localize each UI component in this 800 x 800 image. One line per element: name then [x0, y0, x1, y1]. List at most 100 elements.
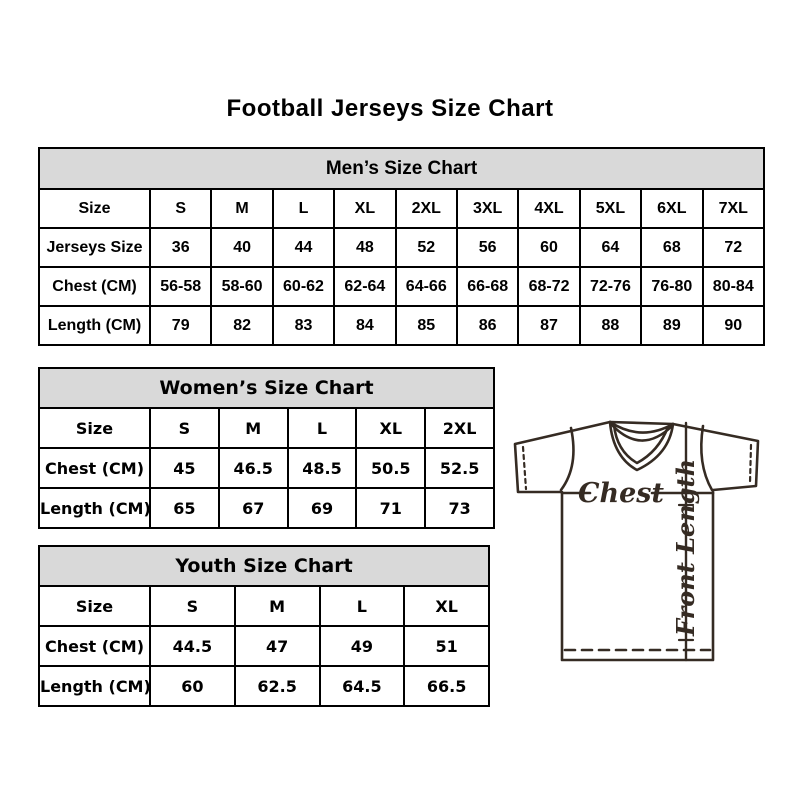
size-value-cell: 83 [271, 305, 336, 346]
size-value-cell: 60 [149, 665, 236, 707]
size-value-cell: 62.5 [233, 665, 321, 707]
size-value-cell: 3XL [455, 188, 520, 229]
table-row: Jerseys Size 36 40 44 48 52 56 60 64 68 72 [38, 227, 766, 268]
right-cuff-stitch-dashed [748, 443, 753, 485]
size-value-cell: S [148, 188, 213, 229]
size-value-cell: 2XL [394, 188, 458, 229]
left-armhole-seam [559, 426, 575, 492]
table-row: Length (CM) 60 62.5 64.5 66.5 [38, 665, 490, 707]
size-value-cell: 76-80 [640, 266, 704, 307]
mens-size-chart-title: Men’s Size Chart [38, 147, 765, 190]
youth-size-table: Youth Size Chart Size S M L XL Chest (CM) 44.5 4… [38, 545, 490, 707]
size-value-cell: 47 [233, 625, 321, 667]
size-value-cell: 40 [210, 227, 274, 268]
table-row: Length (CM) 79 82 83 84 85 86 87 88 89 90 [38, 305, 766, 346]
size-value-cell: M [217, 407, 289, 449]
row-label-cell: Size [38, 585, 151, 627]
row-label-cell: Length (CM) [38, 305, 151, 346]
size-value-cell: 62-64 [333, 266, 397, 307]
front-length-label: Front Length [671, 459, 700, 637]
size-value-cell: 85 [394, 305, 458, 346]
table-row: Chest (CM) 56-58 58-60 60-62 62-64 64-66 66-68… [38, 266, 766, 307]
table-row: Chest (CM) 45 46.5 48.5 50.5 52.5 [38, 447, 495, 489]
size-value-cell: 68 [640, 227, 704, 268]
womens-size-chart-title: Women’s Size Chart [38, 367, 495, 409]
size-value-cell: 46.5 [217, 447, 289, 489]
size-value-cell: 80-84 [701, 266, 766, 307]
table-row: Size S M L XL 2XL [38, 407, 495, 449]
size-value-cell: 66-68 [455, 266, 520, 307]
size-value-cell: 68-72 [517, 266, 581, 307]
right-armhole-seam [700, 424, 714, 492]
size-value-cell: 36 [148, 227, 213, 268]
row-label-cell: Length (CM) [38, 665, 151, 707]
table-row: Chest (CM) 44.5 47 49 51 [38, 625, 490, 667]
size-value-cell: 86 [455, 305, 520, 346]
size-value-cell: L [286, 407, 358, 449]
size-value-cell: 60-62 [271, 266, 336, 307]
size-value-cell: 49 [318, 625, 406, 667]
size-value-cell: 45 [149, 447, 220, 489]
size-value-cell: S [149, 585, 236, 627]
row-label-cell: Chest (CM) [38, 625, 151, 667]
size-value-cell: 82 [210, 305, 274, 346]
left-cuff-stitch-dashed [521, 445, 528, 491]
jersey-outline-illustration: Chest Front Length [513, 420, 760, 662]
size-value-cell: 44.5 [149, 625, 236, 667]
size-value-cell: 72-76 [578, 266, 643, 307]
size-value-cell: XL [333, 188, 397, 229]
collar-outer-v [608, 420, 675, 472]
row-label-cell: Chest (CM) [38, 447, 151, 489]
row-label-cell: Size [38, 188, 151, 229]
jersey-measurement-diagram: Chest Front Length [502, 400, 774, 672]
size-value-cell: 64-66 [394, 266, 458, 307]
chest-label: Chest [578, 478, 664, 509]
size-value-cell: 90 [701, 305, 766, 346]
size-value-cell: 5XL [578, 188, 643, 229]
size-value-cell: M [210, 188, 274, 229]
table-row: Size S M L XL 2XL 3XL 4XL 5XL 6XL 7XL [38, 188, 766, 229]
size-value-cell: 56-58 [148, 266, 213, 307]
size-value-cell: 52 [394, 227, 458, 268]
size-value-cell: 2XL [424, 407, 495, 449]
size-value-cell: 64 [578, 227, 643, 268]
womens-size-table: Women’s Size Chart Size S M L XL 2XL Chest (CM)… [38, 367, 495, 529]
mens-size-table: Men’s Size Chart Size S M L XL 2XL 3XL 4XL 5XL 6XL… [38, 147, 766, 346]
page-title: Football Jerseys Size Chart [226, 95, 554, 122]
size-value-cell: 52.5 [424, 447, 495, 489]
table-row: Size S M L XL [38, 585, 490, 627]
size-value-cell: 65 [149, 487, 220, 529]
collar-inner-v [612, 423, 670, 465]
youth-size-chart-title: Youth Size Chart [38, 545, 490, 587]
size-value-cell: 87 [517, 305, 581, 346]
collar-top-edge [608, 420, 675, 426]
size-value-cell: L [271, 188, 336, 229]
size-value-cell: 88 [578, 305, 643, 346]
size-value-cell: 89 [640, 305, 704, 346]
size-value-cell: M [233, 585, 321, 627]
row-label-cell: Size [38, 407, 151, 449]
size-value-cell: 67 [217, 487, 289, 529]
size-value-cell: 60 [517, 227, 581, 268]
size-value-cell: S [149, 407, 220, 449]
size-value-cell: 6XL [640, 188, 704, 229]
size-value-cell: 7XL [701, 188, 766, 229]
row-label-cell: Jerseys Size [38, 227, 151, 268]
size-value-cell: 4XL [517, 188, 581, 229]
table-row: Length (CM) 65 67 69 71 73 [38, 487, 495, 529]
row-label-cell: Chest (CM) [38, 266, 151, 307]
row-label-cell: Length (CM) [38, 487, 151, 529]
size-value-cell: 50.5 [355, 447, 427, 489]
size-value-cell: 66.5 [403, 665, 490, 707]
size-value-cell: 56 [455, 227, 520, 268]
size-value-cell: 69 [286, 487, 358, 529]
size-value-cell: 64.5 [318, 665, 406, 707]
size-value-cell: 73 [424, 487, 495, 529]
size-value-cell: 79 [148, 305, 213, 346]
size-value-cell: 84 [333, 305, 397, 346]
size-value-cell: 58-60 [210, 266, 274, 307]
jersey-body-outline [513, 420, 760, 662]
size-value-cell: 51 [403, 625, 490, 667]
size-value-cell: L [318, 585, 406, 627]
size-value-cell: 48.5 [286, 447, 358, 489]
